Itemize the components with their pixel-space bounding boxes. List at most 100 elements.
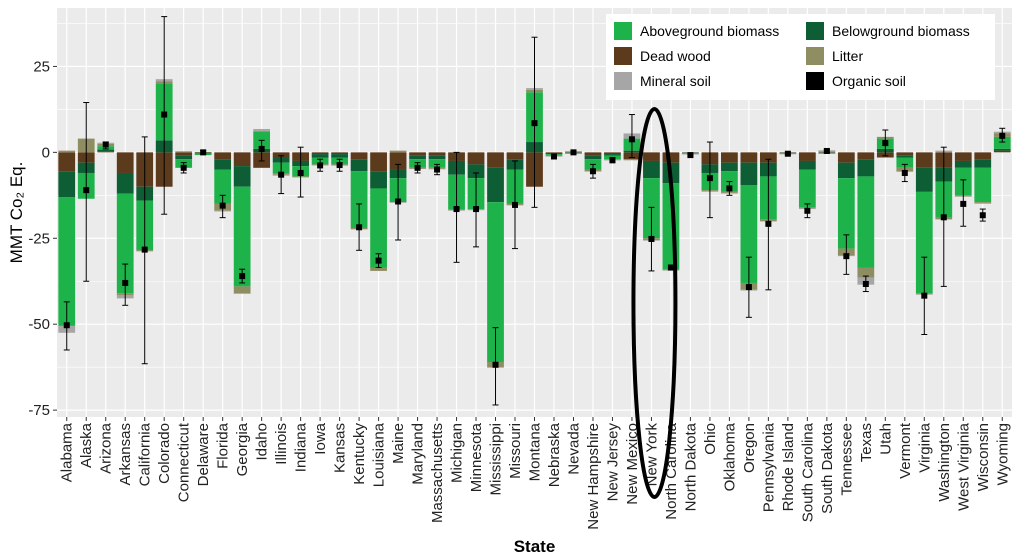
x-tick-label: Virginia (916, 422, 933, 472)
bar-wyoming-dead-wood (993, 150, 1011, 153)
net-total-point (122, 279, 129, 286)
x-tick-label: Kentucky (351, 423, 368, 485)
net-total-point (999, 132, 1006, 139)
legend-key (614, 22, 632, 40)
bar-missouri-dead-wood (506, 152, 524, 160)
legend-key (806, 72, 824, 90)
bar-kentucky-dead-wood (350, 152, 368, 160)
bar-wisconsin-litter (974, 202, 992, 204)
bar-vermont-aboveground-biomass (896, 157, 914, 168)
bar-south-carolina-aboveground-biomass (798, 169, 816, 208)
bar-virginia-aboveground-biomass (915, 191, 933, 294)
x-tick-label: Maine (390, 423, 407, 464)
bar-west-virginia-dead-wood (954, 152, 972, 161)
bar-north-carolina-dead-wood (662, 152, 680, 163)
net-total-point (940, 214, 947, 221)
bar-connecticut-dead-wood (175, 152, 193, 156)
bar-south-carolina-dead-wood (798, 152, 816, 161)
bar-vermont-belowground-biomass (896, 155, 914, 158)
net-total-point (63, 322, 70, 329)
x-tick-label: Washington (936, 423, 953, 502)
x-tick-label: New York (643, 423, 660, 487)
net-total-point (823, 147, 830, 154)
bar-massachusetts-dead-wood (428, 152, 446, 156)
net-total-point (473, 206, 480, 213)
net-total-point (628, 136, 635, 143)
net-total-point (726, 185, 733, 192)
bar-pennsylvania-dead-wood (759, 152, 777, 163)
bar-idaho-mineral-soil (253, 128, 271, 131)
bar-nebraska-dead-wood (545, 152, 563, 154)
legend-key (614, 72, 632, 90)
net-total-point (258, 145, 265, 152)
bar-wisconsin-dead-wood (974, 152, 992, 160)
net-total-point (512, 201, 519, 208)
bar-iowa-belowground-biomass (311, 154, 329, 158)
x-tick-label: Iowa (312, 422, 329, 454)
bar-georgia-belowground-biomass (233, 166, 251, 187)
net-total-point (356, 224, 363, 231)
bar-maine-dead-wood (389, 152, 407, 170)
x-tick-label: Missouri (507, 423, 524, 479)
x-tick-label: Tennessee (838, 423, 855, 496)
error-bars (63, 16, 1006, 406)
net-total-point (492, 361, 499, 368)
y-tick-label: -75 (28, 402, 50, 419)
bar-kansas-dead-wood (331, 152, 348, 155)
bar-mississippi-belowground-biomass (487, 167, 504, 203)
bar-massachusetts-aboveground-biomass (428, 159, 446, 168)
bar-new-jersey-dead-wood (604, 152, 621, 155)
x-tick-label: Wisconsin (975, 423, 992, 491)
net-total-point (336, 162, 343, 169)
x-tick-label: Massachusetts (429, 423, 446, 523)
bar-arizona-dead-wood (97, 151, 115, 153)
bar-minnesota-belowground-biomass (467, 164, 485, 179)
net-total-point (862, 280, 869, 287)
net-total-point (765, 220, 772, 227)
net-total-point (843, 253, 850, 260)
x-axis: Alabama Alaska Arizona Arkansas California Co… (59, 417, 1011, 530)
net-total-point (979, 212, 986, 219)
bar-wisconsin-mineral-soil (974, 203, 992, 204)
x-tick-label: West Virginia (955, 422, 972, 510)
bar-virginia-belowground-biomass (915, 167, 933, 192)
y-tick-label: -25 (28, 230, 50, 247)
bar-kansas-belowground-biomass (331, 154, 348, 158)
net-total-point (589, 168, 596, 175)
y-tick-label: -50 (28, 316, 50, 333)
legend-label: Mineral soil (640, 73, 711, 89)
bar-tennessee-belowground-biomass (837, 162, 855, 179)
legend-key (806, 47, 824, 65)
legend-key (614, 47, 632, 65)
bar-idaho-litter (253, 130, 271, 132)
bar-oklahoma-dead-wood (721, 152, 738, 163)
net-total-point (609, 157, 616, 164)
net-total-point (278, 171, 285, 178)
net-total-point (102, 141, 109, 148)
x-tick-label: Texas (858, 423, 875, 462)
bar-new-york-dead-wood (643, 152, 660, 161)
x-tick-label: California (137, 422, 154, 486)
x-tick-label: Connecticut (176, 422, 193, 502)
x-tick-label: Illinois (273, 423, 290, 465)
x-tick-label: Montana (527, 422, 544, 481)
x-tick-label: Arkansas (117, 423, 134, 486)
legend-label: Aboveground biomass (640, 23, 779, 39)
x-tick-label: Vermont (897, 422, 914, 479)
bar-maryland-dead-wood (409, 152, 426, 156)
x-tick-label: Arizona (98, 422, 115, 474)
bar-georgia-aboveground-biomass (233, 186, 251, 287)
legend-box (606, 14, 995, 100)
net-total-point (434, 166, 441, 173)
bar-louisiana-aboveground-biomass (370, 188, 387, 268)
bar-arkansas-dead-wood (116, 152, 134, 173)
bar-texas-litter (857, 267, 875, 278)
highlight-ellipse (631, 107, 678, 499)
x-tick-label: New Hampshire (585, 423, 602, 530)
bar-illinois-dead-wood (272, 152, 290, 158)
bar-new-hampshire-belowground-biomass (584, 155, 602, 160)
x-tick-label: Idaho (254, 423, 271, 461)
net-total-point (180, 164, 187, 171)
bar-florida-belowground-biomass (214, 159, 232, 170)
